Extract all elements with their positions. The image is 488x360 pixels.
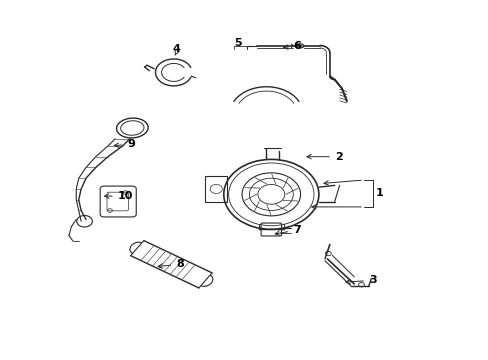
Text: 8: 8 [158, 259, 183, 269]
Text: 3: 3 [345, 275, 376, 285]
Text: 9: 9 [114, 139, 135, 149]
Text: 10: 10 [104, 191, 133, 201]
Text: 1: 1 [375, 188, 383, 198]
Text: 7: 7 [275, 225, 301, 235]
Text: 6: 6 [283, 41, 301, 51]
Text: 5: 5 [233, 38, 241, 48]
Text: 4: 4 [172, 44, 180, 54]
Bar [205, 176, 227, 202]
Text: 2: 2 [306, 152, 342, 162]
